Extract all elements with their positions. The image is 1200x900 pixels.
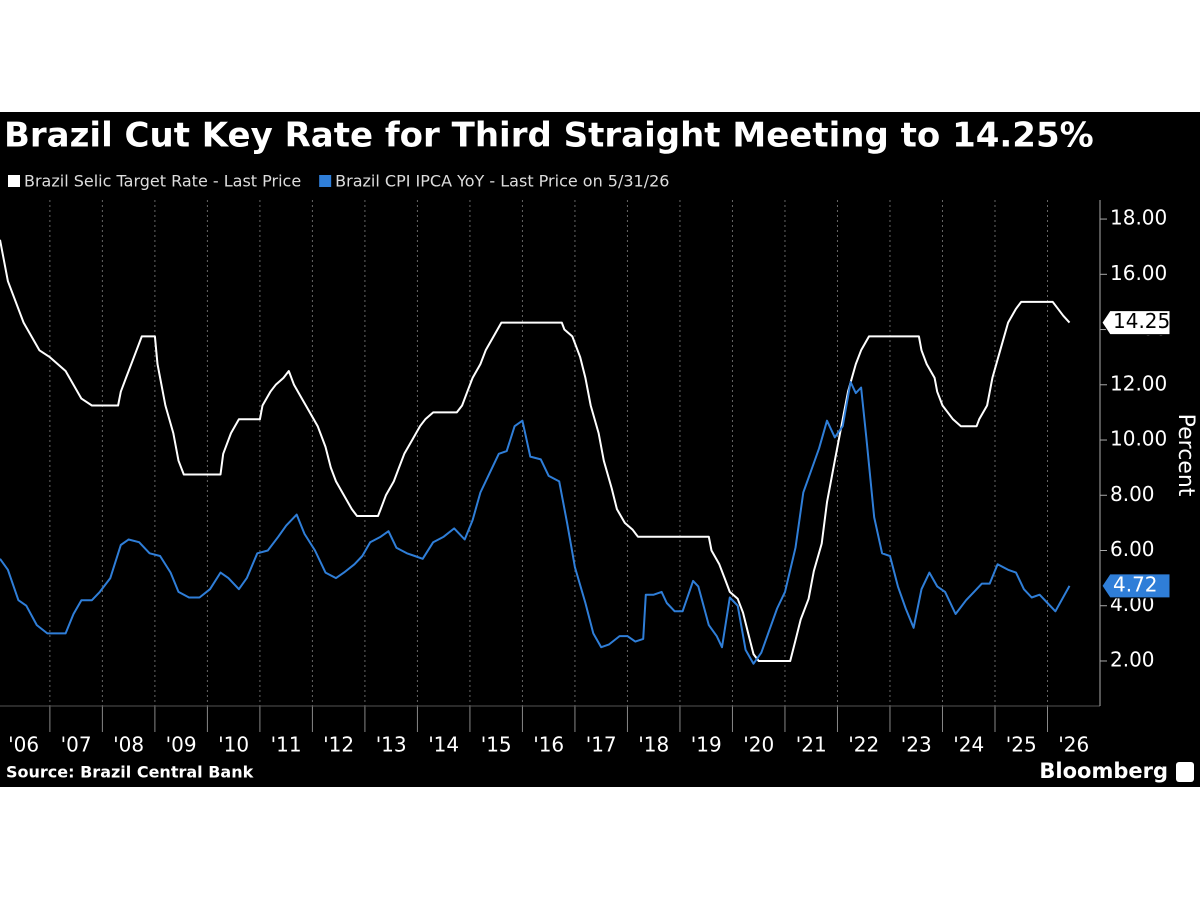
x-tick-label: '23 bbox=[901, 733, 932, 757]
series-line bbox=[0, 239, 1071, 662]
end-label-text: 4.72 bbox=[1113, 572, 1158, 596]
x-tick-label: '22 bbox=[848, 733, 879, 757]
x-tick-label: '11 bbox=[271, 733, 302, 757]
x-tick-label: '25 bbox=[1006, 733, 1037, 757]
legend-swatch bbox=[319, 175, 332, 187]
x-tick-label: '09 bbox=[166, 733, 197, 757]
source: Source: Brazil Central Bank bbox=[6, 763, 254, 782]
x-tick-label: '13 bbox=[376, 733, 407, 757]
x-tick-label: '24 bbox=[953, 733, 984, 757]
legend-label: Brazil CPI IPCA YoY - Last Price on 5/31… bbox=[335, 172, 669, 191]
x-tick-label: '21 bbox=[796, 733, 827, 757]
x-tick-label: '08 bbox=[113, 733, 144, 757]
x-tick-label: '07 bbox=[61, 733, 92, 757]
y-tick-label: 12.00 bbox=[1110, 371, 1167, 395]
end-label: 4.72 bbox=[1101, 572, 1171, 599]
legend-label: Brazil Selic Target Rate - Last Price bbox=[24, 172, 301, 191]
x-tick-label: '19 bbox=[691, 733, 722, 757]
brand-logo bbox=[1176, 762, 1194, 782]
series-line bbox=[0, 381, 1071, 665]
x-tick-label: '20 bbox=[743, 733, 774, 757]
chart-title: Brazil Cut Key Rate for Third Straight M… bbox=[4, 116, 1094, 156]
x-tick-label: '15 bbox=[481, 733, 512, 757]
x-tick-label: '06 bbox=[8, 733, 39, 757]
x-tick-label: '10 bbox=[218, 733, 249, 757]
x-tick-label: '12 bbox=[323, 733, 354, 757]
end-label-text: 14.25 bbox=[1113, 309, 1170, 333]
x-tick-label: '26 bbox=[1058, 733, 1089, 757]
x-tick-label: '18 bbox=[638, 733, 669, 757]
y-axis-label: Percent bbox=[1173, 414, 1198, 497]
brand: Bloomberg bbox=[1039, 759, 1168, 783]
end-label-box bbox=[1101, 310, 1171, 336]
y-tick-label: 10.00 bbox=[1110, 427, 1167, 451]
end-label: 14.25 bbox=[1101, 309, 1171, 336]
y-tick-label: 16.00 bbox=[1110, 261, 1167, 285]
x-tick-label: '17 bbox=[586, 733, 617, 757]
y-tick-label: 18.00 bbox=[1110, 206, 1167, 230]
y-tick-label: 8.00 bbox=[1110, 482, 1155, 506]
y-tick-label: 2.00 bbox=[1110, 647, 1155, 671]
x-tick-label: '14 bbox=[428, 733, 459, 757]
end-label-box bbox=[1101, 573, 1171, 599]
legend-swatch bbox=[8, 175, 20, 187]
x-tick-label: '16 bbox=[533, 733, 564, 757]
chart-background bbox=[0, 112, 1200, 787]
y-tick-label: 6.00 bbox=[1110, 537, 1155, 561]
